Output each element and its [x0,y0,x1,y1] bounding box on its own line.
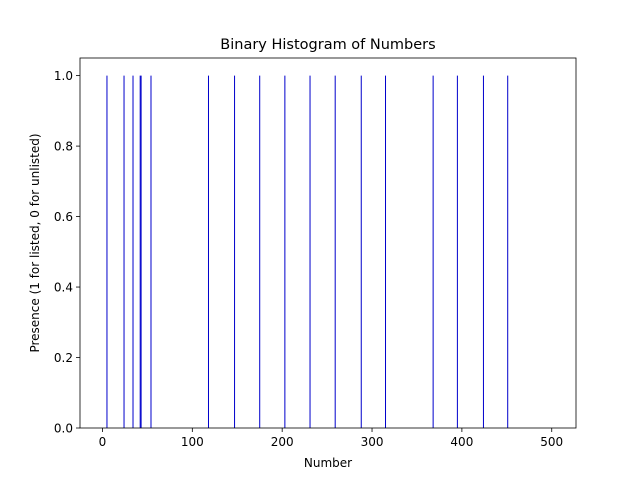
bar [106,75,108,429]
y-tick-label: 0.0 [54,422,73,436]
x-tick-label: 400 [450,435,473,449]
y-tick-label: 0.2 [54,351,73,365]
y-tick-label: 1.0 [54,69,73,83]
bar [385,75,387,429]
bar [482,75,484,429]
bar [456,75,458,429]
bar [334,75,336,429]
y-tick-label: 0.4 [54,281,73,295]
x-axis-label: Number [304,456,352,470]
bar [309,75,311,429]
bar [150,75,152,429]
bar [432,75,434,429]
bar [207,75,209,429]
bar [360,75,362,429]
chart-title: Binary Histogram of Numbers [220,37,435,53]
bar [234,75,236,429]
y-tick-label: 0.8 [54,140,73,154]
bars-group [106,75,509,429]
bar [140,75,142,429]
bar [139,75,141,429]
y-axis: 0.0 0.2 0.4 0.6 0.8 1.0 [54,69,80,436]
x-tick-label: 200 [271,435,294,449]
x-tick-label: 300 [361,435,384,449]
x-tick-label: 100 [181,435,204,449]
x-tick-label: 0 [99,435,107,449]
plot-frame [79,57,577,429]
bar [284,75,286,429]
bar [123,75,125,429]
bar [132,75,134,429]
x-axis: 0 100 200 300 400 500 [99,428,563,449]
bar [507,75,509,429]
bar [259,75,261,429]
y-tick-label: 0.6 [54,210,73,224]
y-axis-label: Presence (1 for listed, 0 for unlisted) [28,133,42,352]
x-tick-label: 500 [540,435,563,449]
